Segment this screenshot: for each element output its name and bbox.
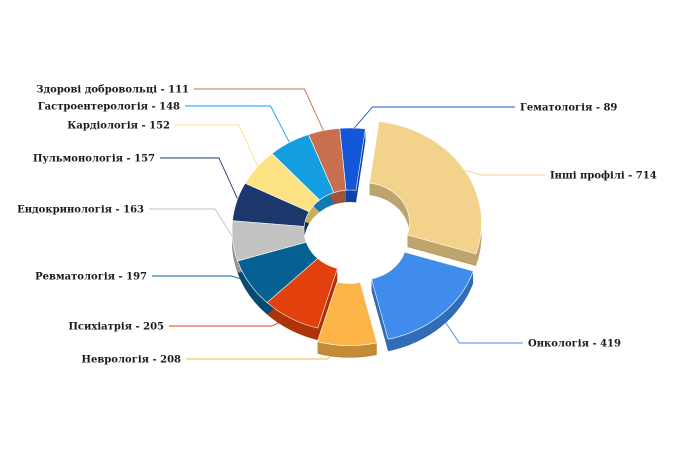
slice-label-10: Здорові добровольці - 111 [36,85,189,96]
slice-label-8: Кардіологія - 152 [67,121,170,132]
slice-labels: Гематологія - 89 Інші профілі - 714 Онколо… [17,85,657,366]
slice-label-0: Гематологія - 89 [520,103,617,114]
slice-0[interactable] [339,127,366,191]
slice-label-9: Гастроентерологія - 148 [38,102,180,113]
leader-line-8 [175,124,260,169]
slice-tops [231,121,482,346]
slice-3[interactable] [317,281,378,346]
leader-line-7 [160,157,240,203]
slice-label-6: Ендокринологія - 163 [17,205,144,216]
slice-label-5: Ревматологія - 197 [35,272,147,283]
leader-line-0 [352,106,515,131]
slice-1[interactable] [369,121,482,255]
leader-line-9 [185,105,291,145]
slice-10[interactable] [308,128,347,193]
leader-line-5 [152,275,252,283]
slice-label-2: Онкологія - 419 [528,339,621,350]
leader-line-1 [461,168,545,176]
slice-label-4: Психіатрія - 205 [68,322,164,333]
slice-2[interactable] [371,251,474,340]
leader-line-2 [439,313,523,344]
leader-line-6 [149,208,236,242]
slice-label-3: Неврологія - 208 [82,355,181,366]
leader-line-10 [194,88,325,133]
slice-label-7: Пульмонологія - 157 [33,154,155,165]
leader-lines [149,88,545,360]
slice-label-1: Інші профілі - 714 [550,171,657,182]
